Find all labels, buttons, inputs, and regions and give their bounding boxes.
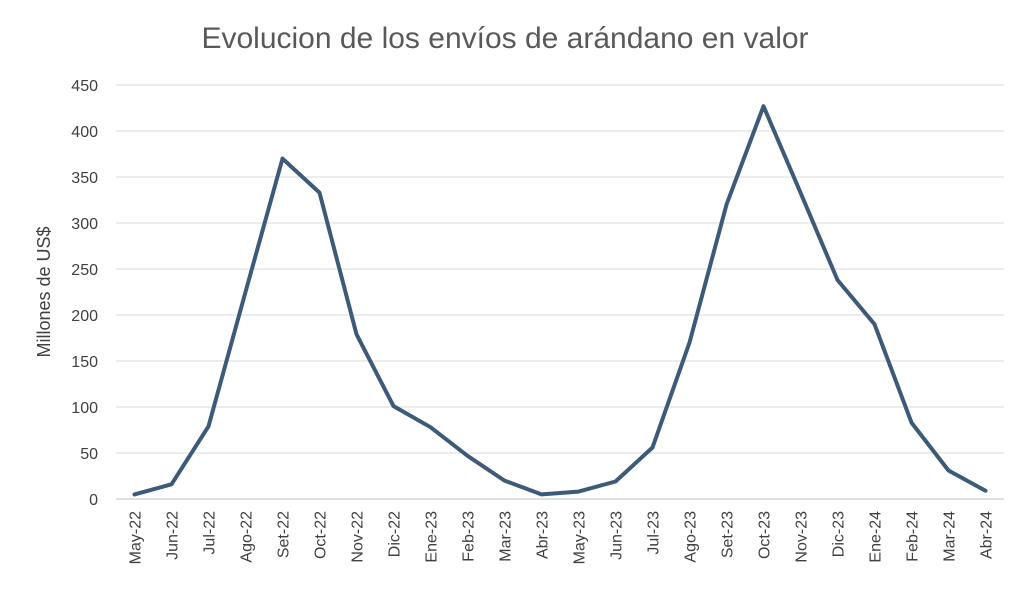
y-tick-label: 350	[71, 170, 98, 187]
y-tick-label: 100	[71, 400, 98, 417]
chart-title: Evolucion de los envíos de arándano en v…	[201, 22, 808, 55]
data-point	[798, 190, 804, 196]
x-tick-label: Abr-23	[535, 511, 552, 559]
data-point	[946, 467, 952, 473]
x-tick-label: Jun-22	[165, 511, 182, 560]
data-point	[428, 424, 434, 430]
data-point	[243, 289, 249, 295]
y-tick-label: 0	[89, 492, 98, 509]
x-tick-label: Jul-22	[202, 511, 219, 555]
data-point	[317, 190, 323, 196]
x-tick-label: Jul-23	[646, 511, 663, 555]
data-point	[280, 156, 286, 162]
x-tick-label: Feb-24	[905, 511, 922, 562]
data-point	[909, 420, 915, 426]
x-tick-label: Dic-22	[387, 511, 404, 557]
data-point	[354, 331, 360, 337]
y-tick-label: 400	[71, 124, 98, 141]
data-point	[169, 481, 175, 487]
x-tick-label: Ago-22	[239, 511, 256, 563]
series-line	[132, 104, 988, 497]
y-tick-label: 250	[71, 262, 98, 279]
data-point	[835, 277, 841, 283]
x-tick-label: Ago-23	[683, 511, 700, 563]
series-layer	[132, 103, 989, 497]
x-tick-label: Oct-22	[313, 511, 330, 559]
gridlines	[116, 84, 1004, 500]
data-point	[761, 103, 767, 109]
data-point	[502, 478, 508, 484]
data-point	[465, 453, 471, 459]
y-tick-label: 150	[71, 354, 98, 371]
y-tick-label: 200	[71, 308, 98, 325]
x-tick-label: Mar-24	[942, 511, 959, 562]
data-point	[132, 491, 138, 497]
data-point	[872, 321, 878, 327]
x-tick-label: Nov-22	[350, 511, 367, 563]
y-axis-label: Millones de US$	[34, 226, 54, 357]
x-tick-label: May-23	[572, 511, 589, 564]
y-tick-label: 450	[71, 78, 98, 95]
y-tick-label: 300	[71, 216, 98, 233]
x-axis-ticks: May-22 Jun-22 Jul-22 Ago-22 Set-22 Oct-22 Nov-…	[128, 511, 996, 564]
x-tick-label: Set-23	[720, 511, 737, 558]
x-tick-label: Ene-24	[868, 511, 885, 563]
x-tick-label: Jun-23	[609, 511, 626, 560]
data-point	[391, 403, 397, 409]
data-point	[983, 488, 989, 494]
x-tick-label: Dic-23	[831, 511, 848, 557]
x-tick-label: Abr-24	[979, 511, 996, 559]
data-point	[206, 423, 212, 429]
x-tick-label: Oct-23	[757, 511, 774, 559]
x-tick-label: Feb-23	[461, 511, 478, 562]
x-tick-label: Mar-23	[498, 511, 515, 562]
data-point	[539, 491, 545, 497]
data-point	[576, 489, 582, 495]
x-tick-label: Nov-23	[794, 511, 811, 563]
y-tick-label: 50	[80, 446, 98, 463]
x-tick-label: Set-22	[276, 511, 293, 558]
data-point	[613, 479, 619, 485]
x-tick-label: May-22	[128, 511, 145, 564]
data-point	[650, 444, 656, 450]
data-point	[724, 202, 730, 208]
x-tick-label: Ene-23	[424, 511, 441, 563]
y-axis-ticks: 0 50 100 150 200 250 300 350 400 450	[71, 78, 98, 509]
data-point	[687, 340, 693, 346]
